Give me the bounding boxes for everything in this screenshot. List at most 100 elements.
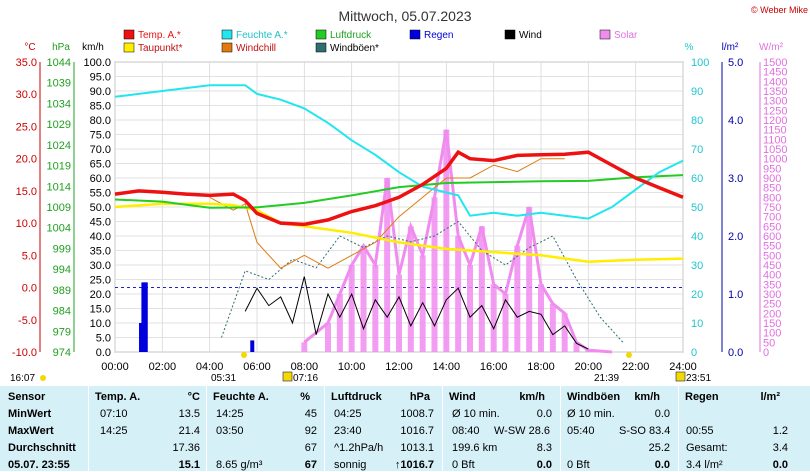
solar-bar (467, 265, 473, 352)
kmh-tick-label: 55.0 (90, 188, 111, 200)
kmh-tick-label: 50.0 (90, 202, 111, 214)
luftdruck-line (114, 174, 684, 209)
temp-tick-label: 35.0 (16, 57, 37, 69)
solar-bar (431, 197, 438, 352)
wm2-tick-label: 0 (763, 347, 769, 359)
rain-bar (141, 282, 146, 352)
wind-value: 0.0 (536, 408, 552, 420)
time-tick-label: 12:00 (385, 361, 413, 373)
kmh-tick-label: 35.0 (90, 246, 111, 258)
wm2-tick-label: 1450 (763, 67, 787, 79)
row-label: Durchschnitt (8, 442, 76, 454)
time-tick-label: 22:00 (622, 361, 650, 373)
kmh-tick-label: 0.0 (96, 347, 111, 359)
legend-swatch-windboeen (315, 42, 327, 53)
weather-chart: Mittwoch, 05.07.2023 © Weber Mike Temp. … (10, 5, 808, 384)
series (114, 84, 684, 354)
solar-bar (561, 313, 568, 352)
gust-time: 05:40 (567, 425, 595, 437)
hpa-tick-label: 1009 (47, 202, 71, 214)
hpa-tick-label: 1039 (47, 78, 71, 90)
solar-bar (372, 265, 379, 352)
chart-title: Mittwoch, 05.07.2023 (338, 8, 471, 24)
pct-tick-label: 40 (691, 231, 703, 243)
table-header: Regen (685, 391, 719, 403)
kmh-tick-label: 90.0 (90, 86, 111, 98)
solar-bar (348, 265, 355, 352)
table-header: °C (187, 391, 200, 403)
legend-swatch-temp (123, 29, 135, 40)
table-header: km/h (634, 391, 660, 403)
rain-time: Gesamt: (686, 442, 728, 454)
temp-tick-label: -5.0 (18, 315, 37, 327)
wm2-tick-label: 1350 (763, 86, 787, 98)
time-tick-label: 14:00 (433, 361, 461, 373)
wm2-tick-label: 1300 (763, 96, 787, 108)
sunrise-icon (241, 352, 247, 358)
row-label: MaxWert (8, 425, 54, 437)
hpa-tick-label: 1034 (47, 98, 71, 110)
wind-line (244, 276, 589, 350)
gust-time: 0 Bft (567, 459, 590, 471)
rain-value: 3.4 (772, 442, 788, 454)
wind-value: 8.3 (536, 442, 552, 454)
table-header: Temp. A. (95, 391, 141, 403)
wm2-tick-label: 150 (763, 318, 781, 330)
wm2-tick-label: 1250 (763, 105, 787, 117)
humidity-value: 67 (304, 442, 317, 454)
legend-swatch-feuchte (221, 29, 233, 40)
lm2-tick-label: 5.0 (728, 57, 743, 69)
lm2-axis-header: l/m² (722, 42, 739, 53)
wm2-tick-label: 750 (763, 202, 781, 214)
moonrise2-time: 23:51 (686, 373, 711, 384)
rain-time: 00:55 (686, 425, 714, 437)
table-header: Feuchte A. (213, 391, 269, 403)
solar-bar (526, 207, 533, 352)
solar-bar (384, 178, 391, 352)
pct-tick-label: 60 (691, 173, 703, 185)
temp-axis-header: °C (24, 42, 35, 53)
table-separator (324, 386, 325, 471)
wm2-tick-label: 600 (763, 231, 781, 243)
hpa-tick-label: 979 (53, 326, 71, 338)
kmh-axis-header: km/h (82, 42, 104, 53)
time-tick-label: 24:00 (669, 361, 697, 373)
pct-tick-label: 10 (691, 318, 703, 330)
time-tick-label: 16:00 (480, 361, 508, 373)
pressure-value: 1013.1 (400, 442, 434, 454)
rain-bar (139, 323, 144, 352)
table-separator (88, 386, 89, 471)
humidity-value: 67 (304, 459, 317, 471)
legend-swatch-wind (504, 29, 516, 40)
time-tick-label: 04:00 (196, 361, 224, 373)
kmh-tick-label: 70.0 (90, 144, 111, 156)
statistics-table: Sensor Temp. A. °C Feuchte A.% Luftdruck hPa W… (0, 386, 810, 471)
wm2-tick-label: 300 (763, 289, 781, 301)
pressure-time: 04:25 (334, 408, 362, 420)
hpa-tick-label: 1019 (47, 161, 71, 173)
gust-time: Ø 10 min. (567, 408, 615, 420)
axes: 35.0 30.0 25.0 20.0 15.0 10.0 5.0 0.0 -5.0 -10.0 1… (12, 57, 788, 373)
lm2-tick-label: 4.0 (728, 115, 743, 127)
pct-axis-header: % (685, 42, 694, 53)
legend-label-feuchte: Feuchte A.* (236, 30, 288, 41)
row-label: MinWert (8, 408, 52, 420)
hpa-tick-label: 1024 (47, 140, 71, 152)
wm2-tick-label: 400 (763, 270, 781, 282)
legend-label-luftdruck: Luftdruck (330, 30, 372, 41)
table-separator (560, 386, 561, 471)
solar-bar (396, 274, 402, 352)
table-header: Windböen (567, 391, 621, 403)
rain-value: 1.2 (772, 425, 788, 437)
legend-swatch-solar (599, 29, 611, 40)
wm2-tick-label: 1500 (763, 57, 787, 69)
time-tick-label: 20:00 (575, 361, 603, 373)
wm2-tick-label: 900 (763, 173, 781, 185)
temp-time: 14:25 (100, 425, 128, 437)
legend-label-temp: Temp. A.* (138, 30, 181, 41)
kmh-tick-label: 25.0 (90, 275, 111, 287)
solar-bar (407, 226, 414, 352)
solar-bar (301, 342, 308, 352)
pressure-time: sonnig (334, 459, 367, 471)
temp-tick-label: 20.0 (16, 154, 37, 166)
